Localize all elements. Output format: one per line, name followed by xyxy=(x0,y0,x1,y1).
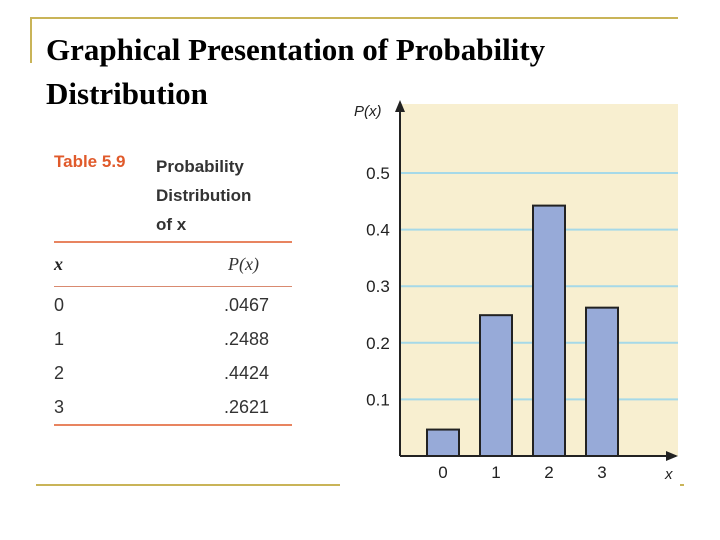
axis-labels: 0.1 0.2 0.3 0.4 0.5 0 1 2 3 xyxy=(366,164,607,482)
probability-bar-chart: 0.1 0.2 0.3 0.4 0.5 0 1 2 3 P(x) x xyxy=(340,96,680,486)
slide-title: Graphical Presentation of Probability Di… xyxy=(46,28,686,116)
probability-table: Table 5.9 Probability Distribution of x … xyxy=(50,150,300,440)
column-header-px: P(x) xyxy=(228,254,259,274)
table-bottom-rule xyxy=(54,424,292,426)
x-tick-label: 3 xyxy=(597,463,606,482)
slide-title-line2: Distribution xyxy=(46,76,208,111)
y-axis-title: P(x) xyxy=(354,103,382,120)
y-tick-label: 0.5 xyxy=(366,164,390,183)
x-tick-label: 0 xyxy=(438,463,447,482)
cell-px: .2621 xyxy=(224,397,270,417)
table-header-rule xyxy=(54,286,292,287)
y-tick-label: 0.1 xyxy=(366,390,390,409)
x-axis-arrow-icon xyxy=(666,451,678,461)
cell-x: 1 xyxy=(54,329,65,349)
bar-x-3 xyxy=(585,306,619,457)
x-tick-label: 1 xyxy=(491,463,500,482)
table-caption-line2: Distribution xyxy=(156,186,252,205)
bar-x-0 xyxy=(426,428,460,458)
y-axis-arrow-icon xyxy=(395,100,405,112)
cell-px: .4424 xyxy=(224,363,270,383)
cell-x: 2 xyxy=(54,363,65,383)
cell-px: .2488 xyxy=(224,329,270,349)
y-tick-label: 0.2 xyxy=(366,334,390,353)
table-number: Table 5.9 xyxy=(54,152,126,171)
cell-x: 0 xyxy=(54,295,65,315)
column-header-x: x xyxy=(54,254,63,274)
x-tick-label: 2 xyxy=(544,463,553,482)
table-row: 2 .4424 xyxy=(54,363,292,397)
top-rule xyxy=(30,17,678,19)
x-axis-title: x xyxy=(664,466,673,483)
table-row: 0 .0467 xyxy=(54,295,292,329)
y-tick-label: 0.3 xyxy=(366,277,390,296)
bar-x-1 xyxy=(479,314,513,457)
cell-px: .0467 xyxy=(224,295,270,315)
cell-x: 3 xyxy=(54,397,65,417)
table-caption-line1: Probability xyxy=(156,157,244,176)
table-caption-line3: of x xyxy=(156,215,187,234)
left-rule xyxy=(30,17,32,63)
slide-title-line1: Graphical Presentation of Probability xyxy=(46,32,546,67)
table-top-rule xyxy=(54,241,292,243)
y-tick-label: 0.4 xyxy=(366,221,390,240)
table-row: 1 .2488 xyxy=(54,329,292,363)
table-row: 3 .2621 xyxy=(54,397,292,431)
bar-x-2 xyxy=(532,204,566,458)
table-caption: Probability Distribution of x xyxy=(156,152,296,239)
axes xyxy=(395,100,678,461)
